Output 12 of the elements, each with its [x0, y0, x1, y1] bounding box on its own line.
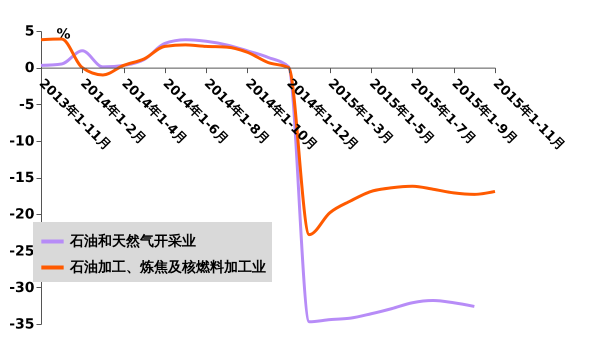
y-tick-label: -30	[9, 280, 35, 296]
y-tick-label: -15	[9, 170, 34, 186]
y-tick-label: -35	[9, 316, 34, 332]
y-tick-label: 0	[24, 60, 35, 76]
y-tick-label: -25	[9, 243, 34, 260]
legend-label: 石油加工、炼焦及核燃料加工业	[69, 260, 266, 276]
y-tick-label: -5	[18, 96, 34, 113]
legend-label: 石油和天然气开采业	[69, 234, 196, 250]
y-tick-label: -20	[9, 206, 35, 223]
y-axis-title: %	[56, 26, 71, 42]
y-tick-label: 5	[24, 24, 34, 40]
y-tick-label: -10	[9, 133, 35, 150]
